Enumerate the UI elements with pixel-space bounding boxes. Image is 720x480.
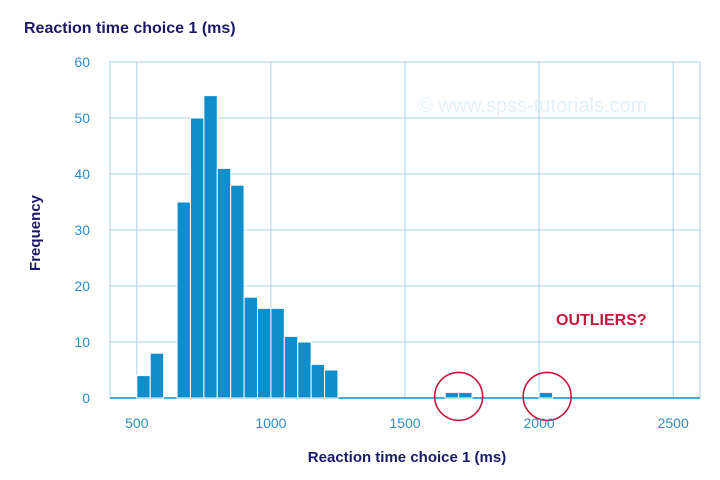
histogram-bar <box>136 375 151 399</box>
histogram-bar <box>216 167 232 399</box>
chart-title: Reaction time choice 1 (ms) <box>24 20 236 37</box>
histogram-bar <box>189 117 205 399</box>
histogram-bar <box>149 352 165 399</box>
histogram-bar <box>257 307 272 399</box>
x-tick-label: 500 <box>125 415 149 431</box>
histogram-bar <box>203 95 218 399</box>
histogram-bar <box>324 369 339 399</box>
x-tick-label: 1500 <box>389 415 420 431</box>
histogram-bar <box>283 335 299 399</box>
outliers-annotation: OUTLIERS? <box>556 312 647 329</box>
y-axis-title: Frequency <box>27 194 44 271</box>
outlier-circle <box>522 371 572 422</box>
histogram-bar <box>458 391 473 399</box>
x-axis-title: Reaction time choice 1 (ms) <box>308 449 506 466</box>
y-tick-label: 20 <box>74 278 90 294</box>
y-tick-label: 60 <box>74 54 90 70</box>
y-tick-label: 10 <box>74 334 90 350</box>
y-tick-label: 0 <box>82 390 90 406</box>
histogram-bar <box>538 391 553 399</box>
histogram-bar <box>310 363 326 399</box>
histogram-bar <box>444 391 460 399</box>
histogram-bar <box>243 296 259 399</box>
x-tick-label: 2500 <box>658 415 689 431</box>
watermark: © www.spss-tutorials.com <box>418 95 647 117</box>
outlier-circle <box>433 371 484 422</box>
histogram-bar <box>270 307 285 399</box>
y-tick-label: 40 <box>74 166 90 182</box>
histogram-bar <box>230 184 245 399</box>
x-tick-label: 1000 <box>255 415 286 431</box>
y-tick-label: 30 <box>74 222 90 238</box>
x-tick-label: 2000 <box>524 415 555 431</box>
histogram-bar <box>297 341 312 399</box>
histogram-bar <box>176 201 191 399</box>
y-tick-label: 50 <box>74 110 90 126</box>
